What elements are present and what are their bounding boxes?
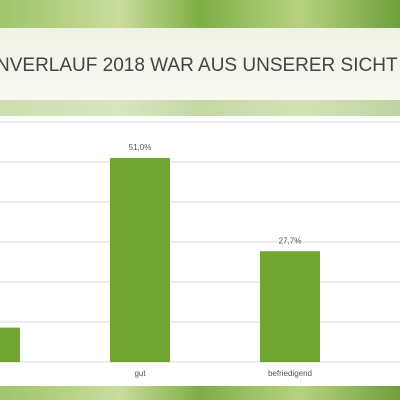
value-label: 27,7% [279, 236, 302, 245]
chart-title: NVERLAUF 2018 WAR AUS UNSERER SICHT [0, 55, 398, 76]
x-tick-label: gut [134, 369, 146, 378]
x-tick-label: befriedigend [268, 369, 312, 378]
bar [0, 327, 20, 362]
value-label: 51,0% [129, 143, 152, 152]
bar [260, 251, 320, 362]
title-band [0, 28, 400, 100]
separator-band [0, 100, 400, 116]
bar [110, 158, 170, 362]
chart-area [0, 116, 400, 386]
